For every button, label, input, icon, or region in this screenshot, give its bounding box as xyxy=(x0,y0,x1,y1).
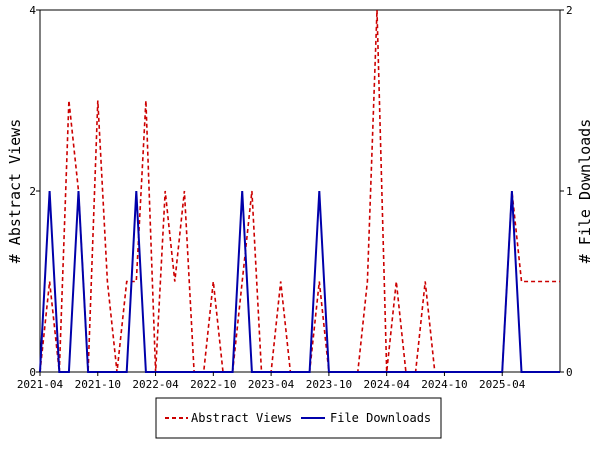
x-tick-label: 2021-04 xyxy=(17,378,64,391)
x-tick-label: 2024-04 xyxy=(363,378,410,391)
y-right-tick-label: 0 xyxy=(566,366,573,379)
y-left-tick-label: 2 xyxy=(29,185,36,198)
y-axis-left-title: # Abstract Views xyxy=(6,119,24,264)
legend: Abstract Views File Downloads xyxy=(155,397,442,439)
legend-box xyxy=(155,397,442,439)
y-right-tick-label: 1 xyxy=(566,185,573,198)
plot-area xyxy=(39,9,561,373)
x-tick-label: 2022-04 xyxy=(132,378,179,391)
legend-label-file-downloads: File Downloads xyxy=(330,411,431,425)
axis-layer: 2021-04 2021-10 2022-04 2022-10 2023-04 2023-… xyxy=(17,4,573,391)
y-left-tick-label: 0 xyxy=(29,366,36,379)
x-tick-label: 2025-04 xyxy=(479,378,526,391)
x-tick-label: 2024-10 xyxy=(421,378,467,391)
y-left-tick-label: 4 xyxy=(29,4,36,17)
series-layer xyxy=(39,9,560,373)
series-line-file-downloads xyxy=(39,190,560,373)
x-tick-label: 2023-04 xyxy=(248,378,295,391)
x-tick-label: 2022-10 xyxy=(190,378,236,391)
legend-label-abstract-views: Abstract Views xyxy=(191,411,292,425)
y-right-tick-label: 2 xyxy=(566,4,573,17)
y-axis-right-title: # File Downloads xyxy=(576,119,594,264)
series-line-abstract-views xyxy=(39,9,560,373)
x-tick-label: 2021-10 xyxy=(75,378,121,391)
x-tick-label: 2023-10 xyxy=(306,378,352,391)
